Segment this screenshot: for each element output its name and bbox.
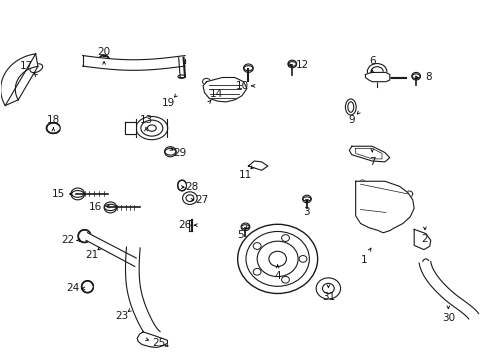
Circle shape	[104, 202, 117, 213]
Circle shape	[268, 251, 286, 266]
Ellipse shape	[345, 99, 355, 115]
Text: 17: 17	[20, 61, 33, 71]
Text: 14: 14	[209, 89, 223, 99]
Text: 25: 25	[152, 338, 165, 348]
Text: 24: 24	[66, 283, 80, 293]
Circle shape	[164, 147, 176, 157]
Polygon shape	[365, 72, 389, 82]
Text: 27: 27	[195, 195, 208, 205]
Circle shape	[237, 224, 317, 293]
Polygon shape	[0, 54, 38, 105]
Ellipse shape	[149, 341, 158, 346]
Circle shape	[411, 72, 420, 80]
Text: 5: 5	[237, 230, 244, 240]
Circle shape	[182, 192, 197, 204]
Circle shape	[185, 195, 193, 202]
Ellipse shape	[78, 230, 91, 242]
Ellipse shape	[347, 102, 353, 112]
Ellipse shape	[288, 62, 296, 66]
Text: 19: 19	[162, 98, 175, 108]
Ellipse shape	[303, 197, 310, 201]
Circle shape	[243, 64, 253, 72]
Text: 2: 2	[421, 234, 427, 244]
Ellipse shape	[244, 66, 252, 71]
Circle shape	[71, 188, 84, 200]
Ellipse shape	[422, 259, 428, 267]
Text: 8: 8	[425, 72, 431, 82]
Text: 3: 3	[303, 207, 309, 217]
Text: 1: 1	[360, 255, 366, 265]
Circle shape	[358, 180, 365, 186]
Circle shape	[253, 269, 261, 275]
Polygon shape	[137, 332, 167, 347]
Polygon shape	[125, 247, 160, 341]
Circle shape	[241, 223, 249, 231]
Polygon shape	[203, 77, 246, 102]
Text: 18: 18	[47, 115, 60, 125]
Ellipse shape	[147, 125, 156, 131]
Text: 11: 11	[238, 170, 252, 180]
Circle shape	[299, 256, 306, 262]
Circle shape	[281, 235, 289, 242]
Polygon shape	[418, 261, 478, 319]
Text: 6: 6	[368, 55, 375, 66]
Text: 4: 4	[274, 271, 281, 281]
Ellipse shape	[46, 123, 60, 134]
Text: 26: 26	[178, 220, 191, 230]
Polygon shape	[125, 122, 136, 134]
Circle shape	[238, 85, 245, 92]
Text: 12: 12	[295, 60, 308, 70]
Polygon shape	[355, 181, 413, 233]
Circle shape	[149, 339, 158, 347]
Text: 9: 9	[348, 115, 354, 125]
Text: 31: 31	[321, 292, 334, 302]
Ellipse shape	[370, 67, 383, 76]
Circle shape	[287, 60, 296, 68]
Text: 15: 15	[52, 189, 65, 199]
Circle shape	[316, 278, 340, 299]
Text: 29: 29	[173, 148, 186, 158]
Ellipse shape	[223, 82, 235, 97]
Ellipse shape	[178, 75, 185, 78]
Circle shape	[245, 231, 309, 286]
Text: 13: 13	[139, 115, 152, 125]
Polygon shape	[248, 161, 267, 170]
Circle shape	[253, 243, 261, 249]
Text: 28: 28	[185, 182, 198, 192]
Circle shape	[281, 276, 289, 283]
Text: 16: 16	[89, 202, 102, 212]
Text: 7: 7	[368, 157, 375, 167]
Ellipse shape	[177, 180, 186, 191]
Ellipse shape	[366, 64, 386, 80]
Circle shape	[202, 78, 210, 85]
Circle shape	[322, 283, 333, 293]
Circle shape	[405, 191, 412, 197]
Ellipse shape	[72, 190, 83, 197]
Text: 20: 20	[97, 47, 110, 57]
Ellipse shape	[411, 74, 419, 78]
Text: 10: 10	[235, 81, 248, 91]
Circle shape	[357, 211, 364, 217]
Text: 30: 30	[441, 313, 454, 323]
Polygon shape	[413, 229, 430, 249]
Ellipse shape	[136, 117, 167, 140]
Ellipse shape	[241, 225, 249, 229]
Ellipse shape	[99, 55, 109, 66]
Polygon shape	[348, 146, 389, 162]
Ellipse shape	[141, 120, 163, 136]
Circle shape	[302, 195, 311, 203]
Text: 21: 21	[85, 250, 99, 260]
Ellipse shape	[81, 281, 93, 293]
Text: 22: 22	[61, 235, 75, 245]
Ellipse shape	[30, 64, 42, 73]
Circle shape	[257, 241, 298, 276]
Text: 23: 23	[115, 311, 128, 321]
Ellipse shape	[164, 148, 175, 155]
Ellipse shape	[104, 204, 116, 211]
